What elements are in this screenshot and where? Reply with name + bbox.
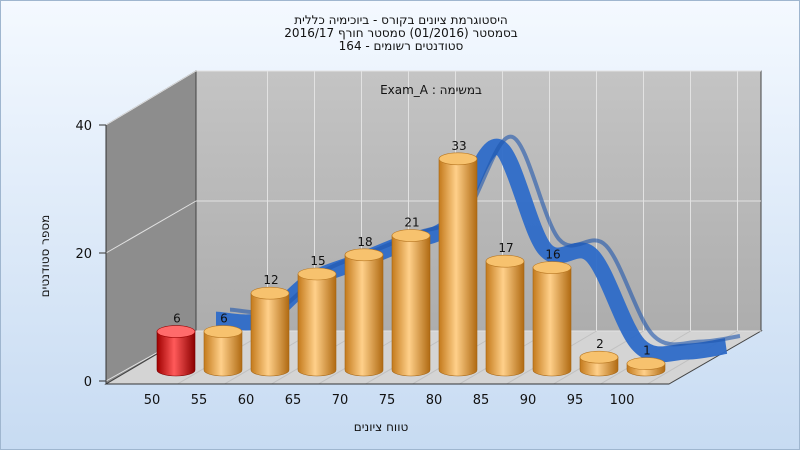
bar-65 (297, 267, 337, 377)
bar-top (250, 286, 290, 300)
bar-top (532, 261, 572, 274)
exam-annotation: Exam_A : במשימה (380, 83, 482, 97)
x-tick-label: 100 (610, 393, 635, 408)
bar-75 (391, 229, 431, 377)
bar-70 (344, 248, 384, 377)
bar-top (297, 267, 337, 281)
data-label: 1 (643, 344, 651, 358)
bar-top (156, 325, 196, 338)
data-label: 33 (451, 139, 466, 153)
x-tick-label: 75 (379, 393, 396, 408)
y-axis-title: מספר סטודנטים (38, 215, 52, 298)
bar-90 (532, 261, 572, 377)
gridline-side (105, 200, 197, 254)
y-tick-label: 40 (75, 119, 92, 134)
y-tick-label: 0 (84, 375, 92, 390)
bar-body (391, 235, 431, 377)
bar-80 (438, 152, 478, 377)
bar-top (438, 152, 478, 166)
chart-title-line-1: היסטוגרמת ציונים בקורס - ביוכימיה כללית (294, 13, 508, 27)
bar-body (297, 273, 337, 377)
data-label: 6 (220, 312, 228, 326)
data-label: 6 (173, 312, 181, 326)
bar-95 (579, 350, 619, 377)
data-label: 12 (263, 273, 278, 287)
x-tick-label: 65 (285, 393, 302, 408)
chart-title-line-2: בסמסטר (01/2016) סמסטר חורף 2016/17 (284, 26, 518, 40)
y-tick-label: 20 (75, 247, 92, 262)
gridline-side (105, 70, 197, 126)
x-tick-label: 90 (520, 393, 537, 408)
bar-body (344, 254, 384, 377)
x-tick-label: 60 (238, 393, 255, 408)
data-label: 2 (596, 337, 604, 351)
bar-top (344, 248, 384, 262)
bar-body (438, 158, 478, 377)
bar-60 (250, 286, 290, 377)
bar-50 (156, 325, 196, 377)
data-label: 21 (404, 216, 419, 230)
chart-title-line-3: סטודנטים רשומים - 164 (338, 39, 464, 53)
data-label: 18 (357, 235, 372, 249)
bar-55 (203, 325, 243, 377)
bar-85 (485, 254, 525, 377)
bar-body (156, 331, 196, 377)
bar-100 (626, 357, 666, 377)
bar-body (485, 260, 525, 377)
bar-body (250, 292, 290, 377)
data-label: 16 (545, 248, 560, 262)
x-tick-label: 55 (191, 393, 208, 408)
bar-top (485, 254, 525, 268)
x-tick-label: 95 (567, 393, 584, 408)
bar-body (203, 331, 243, 377)
bar-top (203, 325, 243, 338)
data-label: 15 (310, 254, 325, 268)
x-tick-label: 70 (332, 393, 349, 408)
x-tick-label: 80 (426, 393, 443, 408)
bar-top (391, 229, 431, 242)
bar-top (579, 350, 619, 364)
x-axis-title: טווח ציונים (354, 420, 409, 434)
bar-top (626, 357, 666, 370)
bar-body (532, 267, 572, 377)
x-tick-label: 85 (473, 393, 490, 408)
x-tick-label: 50 (144, 393, 161, 408)
data-label: 17 (498, 241, 513, 255)
